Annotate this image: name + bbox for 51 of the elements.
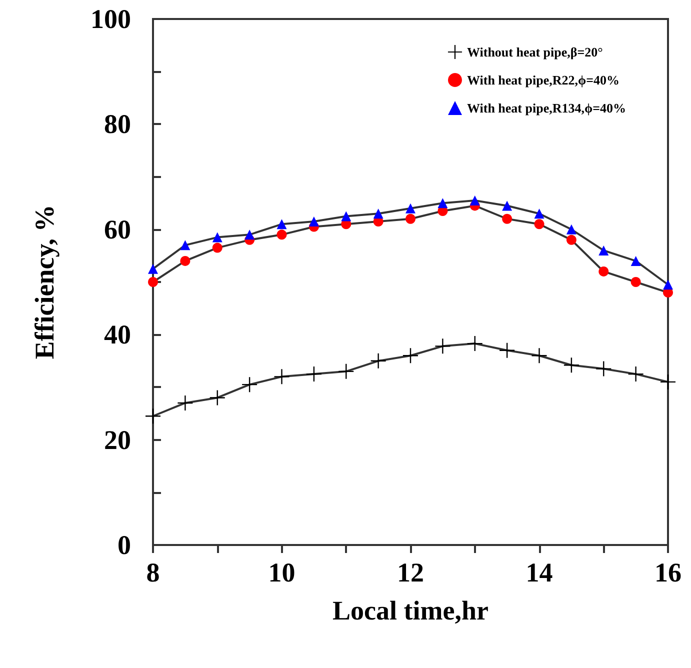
point	[341, 211, 352, 222]
x-tick-label: 10	[268, 558, 296, 588]
point	[628, 366, 644, 382]
point	[566, 234, 576, 245]
point	[210, 390, 225, 406]
point	[180, 240, 190, 250]
x-tick-label: 8	[146, 558, 160, 588]
y-tick-label: 20	[104, 424, 131, 455]
point	[148, 264, 158, 274]
point	[370, 353, 386, 368]
legend-label: With heat pipe,R22,ϕ=40%	[466, 72, 620, 88]
point	[598, 245, 609, 256]
point	[276, 230, 287, 240]
point	[630, 256, 641, 266]
point	[438, 198, 448, 208]
point	[598, 266, 609, 276]
point	[178, 395, 193, 410]
y-tick-label: 100	[90, 4, 131, 34]
y-tick-label: 80	[104, 109, 131, 140]
legend-label: With heat pipe,R134,ϕ=40%	[466, 100, 626, 116]
legend-label: Without heat pipe,β=20°	[466, 44, 603, 60]
point	[566, 224, 576, 234]
y-axis-title: Efficiency, %	[30, 204, 60, 360]
x-tick-label: 12	[397, 558, 424, 588]
y-tick-label: 0	[118, 530, 131, 560]
point	[596, 361, 612, 376]
x-axis-title: Local time,hr	[332, 596, 488, 626]
point	[406, 203, 416, 214]
point	[180, 256, 190, 266]
point	[308, 216, 319, 227]
x-tick-label: 16	[654, 558, 682, 588]
point	[470, 195, 480, 206]
point	[663, 280, 673, 290]
x-tick-label: 14	[526, 558, 553, 588]
point	[276, 219, 287, 230]
point	[630, 277, 641, 287]
point	[435, 338, 450, 354]
y-tick-label: 60	[104, 214, 131, 244]
point	[534, 219, 544, 230]
point	[502, 214, 512, 224]
point	[274, 369, 290, 384]
y-tick-label: 40	[104, 320, 131, 350]
point	[502, 200, 512, 211]
point	[534, 208, 544, 219]
point	[148, 277, 158, 287]
point	[212, 232, 222, 242]
point	[532, 348, 547, 364]
point	[244, 230, 255, 240]
point	[373, 208, 384, 219]
point	[212, 242, 222, 253]
point	[406, 214, 416, 224]
